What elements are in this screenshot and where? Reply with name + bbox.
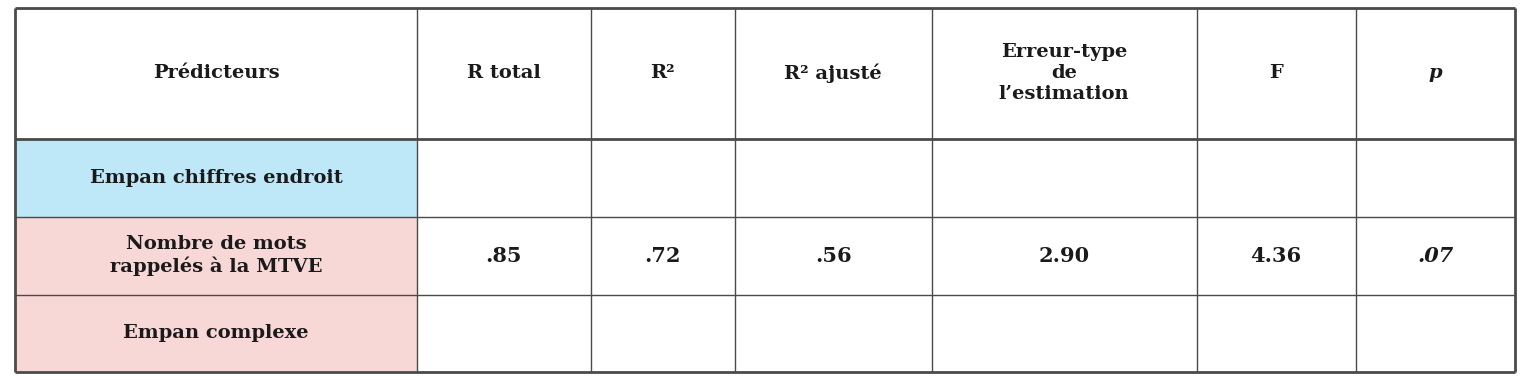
Text: R² ajusté: R² ajusté [785, 63, 881, 83]
Text: Empan chiffres endroit: Empan chiffres endroit [90, 169, 343, 187]
Text: Prédicteurs: Prédicteurs [153, 64, 280, 82]
Text: F: F [1270, 64, 1284, 82]
Text: R²: R² [650, 64, 675, 82]
Bar [1356, 217, 1515, 294]
Text: 4.36: 4.36 [1250, 245, 1302, 266]
Text: Nombre de mots
rappelés à la MTVE: Nombre de mots rappelés à la MTVE [110, 235, 323, 276]
Bar [15, 139, 416, 217]
Bar [932, 139, 1196, 217]
Text: Empan complexe: Empan complexe [124, 325, 309, 342]
Bar [734, 217, 932, 294]
Bar [15, 217, 416, 294]
Bar [416, 139, 591, 217]
Bar [591, 294, 734, 372]
Bar [591, 217, 734, 294]
Bar [1196, 217, 1356, 294]
Text: 2.90: 2.90 [1039, 245, 1089, 266]
Text: .72: .72 [644, 245, 681, 266]
Bar [734, 294, 932, 372]
Bar [1196, 294, 1356, 372]
Bar [416, 217, 591, 294]
Text: Erreur-type
de
l’estimation: Erreur-type de l’estimation [999, 43, 1129, 103]
Bar [416, 294, 591, 372]
Text: p: p [1429, 64, 1441, 82]
Bar [1196, 139, 1356, 217]
Bar [1356, 139, 1515, 217]
Bar [591, 139, 734, 217]
Text: .85: .85 [485, 245, 522, 266]
Text: .56: .56 [815, 245, 852, 266]
Bar [932, 294, 1196, 372]
Bar [15, 8, 1515, 139]
Text: .07: .07 [1417, 245, 1453, 266]
Text: R total: R total [467, 64, 540, 82]
Bar [734, 139, 932, 217]
Bar [1356, 294, 1515, 372]
Bar [932, 217, 1196, 294]
Bar [15, 294, 416, 372]
